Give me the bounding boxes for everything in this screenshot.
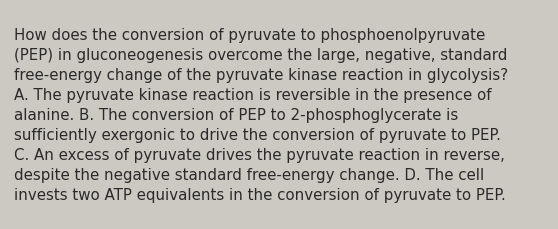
Text: How does the conversion of pyruvate to phosphoenolpyruvate
(PEP) in gluconeogene: How does the conversion of pyruvate to p… [14,27,508,202]
